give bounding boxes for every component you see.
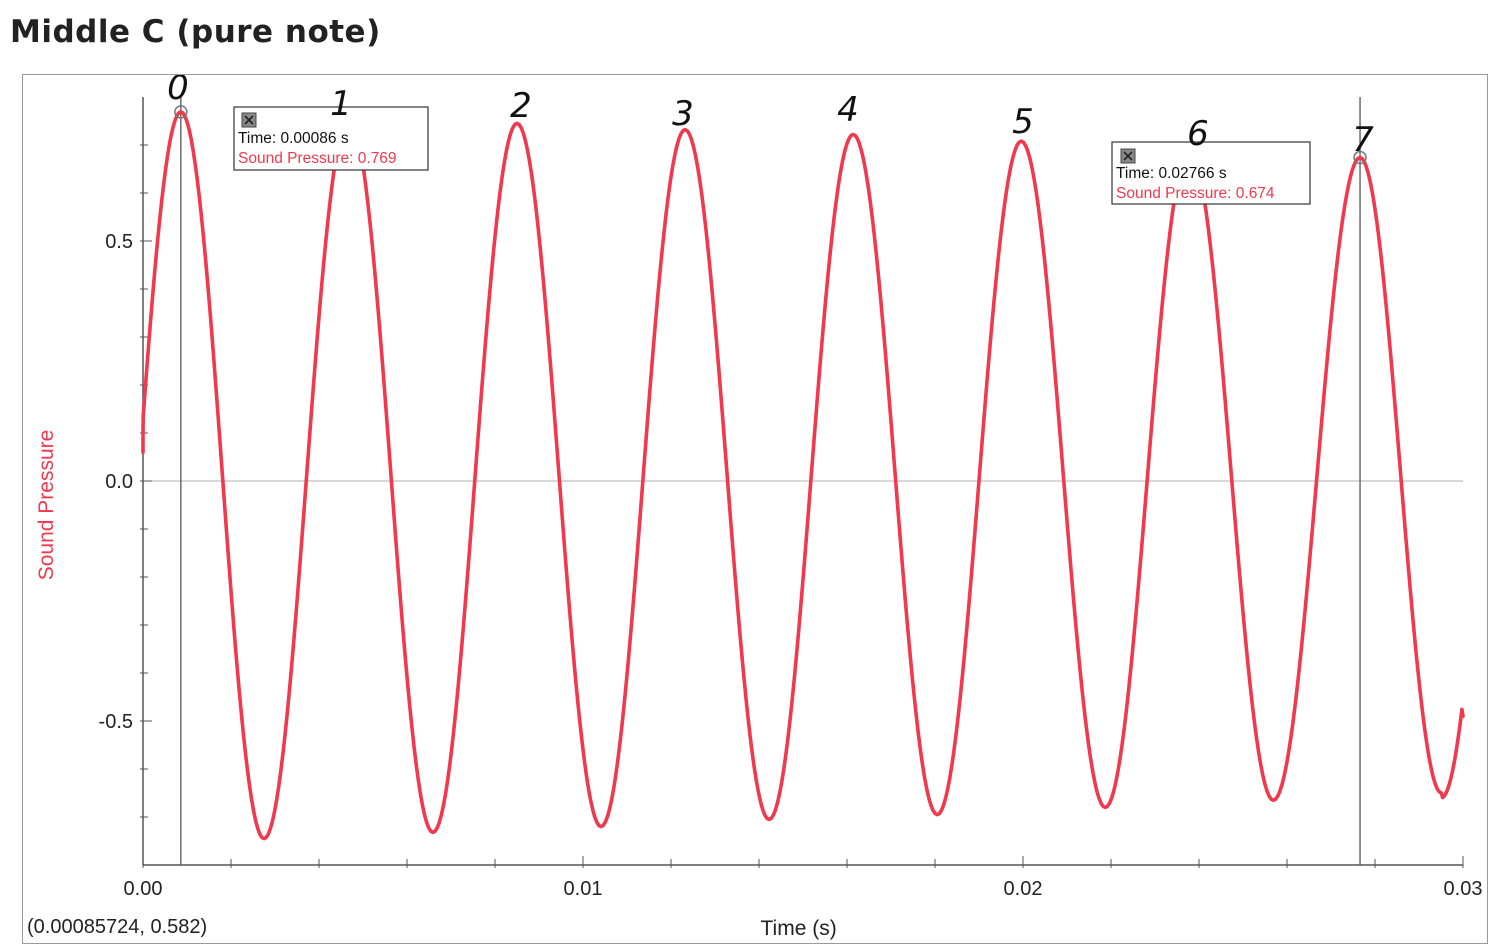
- tooltip-value-text: Sound Pressure: 0.674: [1116, 185, 1275, 202]
- tooltip-time-text: Time: 0.00086 s: [238, 130, 349, 147]
- series-line-sound-pressure: [141, 110, 1465, 841]
- cursor-point-marker: [1353, 150, 1367, 165]
- x-tick-label: 0.02: [1004, 878, 1043, 900]
- cursor-layer: [180, 97, 1361, 865]
- peak-annotation: 0: [167, 75, 189, 108]
- chart-title: Middle C (pure note): [10, 14, 381, 50]
- y-tick-label: 0.0: [105, 471, 133, 493]
- tooltip-close-glyph: [244, 115, 254, 125]
- peak-annotation: 2: [510, 86, 532, 126]
- peak-annotation: 4: [837, 90, 859, 130]
- cursor-readout: (0.00085724, 0.582): [27, 916, 207, 938]
- peak-annotation: 3: [672, 94, 694, 134]
- marker-layer: [174, 105, 1367, 165]
- peak-annotation: 7: [1352, 120, 1374, 160]
- x-axis-title: Time (s): [760, 917, 836, 940]
- series-layer: [141, 110, 1465, 841]
- peak-annotation: 6: [1187, 114, 1209, 154]
- graph-panel[interactable]: Time: 0.00086 s Sound Pressure: 0.769 Time…: [22, 74, 1488, 944]
- tooltip-layer: Time: 0.00086 s Sound Pressure: 0.769 Time…: [233, 106, 1311, 205]
- chart-svg[interactable]: Time: 0.00086 s Sound Pressure: 0.769 Time…: [23, 75, 1487, 943]
- x-tick-label: 0.00: [124, 878, 163, 900]
- tooltip-close-glyph: [1123, 151, 1133, 161]
- peak-annotation: 1: [330, 84, 352, 124]
- label-layer: 0.5 0.0 -0.5 0.00 0.01 0.02 0.03 Time (s) Sound …: [27, 75, 1482, 940]
- y-axis-title: Sound Pressure: [35, 430, 58, 581]
- axes-layer: [140, 97, 1464, 868]
- tooltip-time-text: Time: 0.02766 s: [1116, 165, 1227, 182]
- peak-annotation: 5: [1012, 102, 1034, 142]
- x-tick-label: 0.01: [564, 878, 603, 900]
- cursor-point-marker: [174, 105, 188, 119]
- tooltip-value-text: Sound Pressure: 0.769: [238, 150, 397, 167]
- y-tick-label: -0.5: [99, 711, 133, 733]
- y-tick-label: 0.5: [105, 231, 133, 253]
- tooltip-box: [1111, 141, 1311, 205]
- x-tick-label: 0.03: [1444, 878, 1483, 900]
- tooltip-box: [233, 106, 429, 171]
